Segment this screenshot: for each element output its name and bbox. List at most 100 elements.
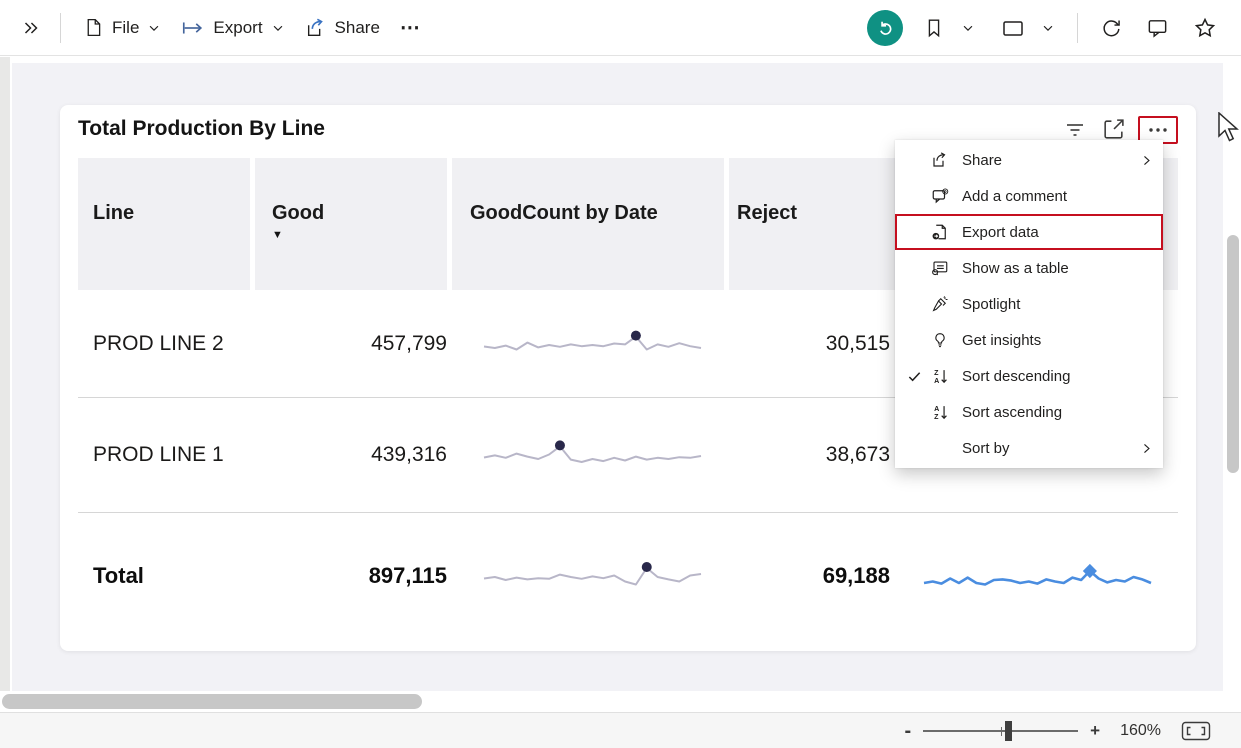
comment-icon	[1146, 16, 1169, 39]
favorite-button[interactable]	[1187, 10, 1223, 46]
chevron-right-icon	[1140, 442, 1153, 455]
bookmarks-button[interactable]	[917, 11, 951, 45]
sparkline	[923, 563, 1152, 586]
zoom-in-button[interactable]: +	[1090, 721, 1101, 740]
svg-text:Z: Z	[934, 368, 939, 376]
menu-item-add-a-comment[interactable]: Add a comment	[895, 178, 1163, 214]
chevron-down-icon	[961, 21, 975, 35]
svg-text:Z: Z	[934, 412, 939, 420]
sparkline	[483, 330, 702, 350]
more-horizontal-icon	[1147, 126, 1169, 134]
menu-item-show-as-a-table[interactable]: Show as a table	[895, 250, 1163, 286]
export-menu-button[interactable]: Export	[171, 12, 294, 44]
left-gutter	[0, 57, 10, 691]
zoom-slider-tick	[1000, 726, 1002, 736]
vertical-scrollbar[interactable]	[1227, 235, 1239, 473]
cell-line: PROD LINE 1	[93, 443, 224, 466]
fit-to-page-icon	[1181, 721, 1211, 741]
menu-item-share[interactable]: Share	[895, 142, 1163, 178]
more-horizontal-icon: ⋯	[399, 17, 422, 39]
toolbar-divider	[1077, 12, 1078, 43]
svg-text:A: A	[934, 404, 939, 412]
zoom-slider-handle[interactable]	[1005, 720, 1013, 741]
menu-item-get-insights[interactable]: Get insights	[895, 322, 1163, 358]
cell-goodcount-sparkline	[452, 322, 724, 366]
sparkline	[483, 440, 702, 463]
cell-reject: 30,515	[825, 331, 890, 355]
spotlight-icon	[927, 295, 953, 313]
comments-button[interactable]	[1140, 10, 1175, 45]
cell-rejectcount-sparkline-total	[901, 554, 1178, 598]
cell-good-total: 897,115	[368, 562, 447, 588]
filter-icon	[1063, 118, 1087, 142]
fit-to-page-button[interactable]	[1175, 715, 1217, 747]
get-insights-icon	[927, 331, 953, 349]
view-rectangle-icon	[1001, 17, 1025, 39]
column-header-good[interactable]: Good ▼	[255, 158, 447, 290]
cell-line: PROD LINE 2	[93, 331, 224, 355]
table-total-row[interactable]: Total 897,115 69,188	[78, 513, 1178, 638]
menu-item-sort-by[interactable]: Sort by	[895, 430, 1163, 466]
focus-mode-button[interactable]	[1099, 115, 1128, 144]
share-button-label: Share	[334, 17, 380, 37]
share-button[interactable]: Share	[295, 11, 390, 45]
export-menu-label: Export	[213, 17, 263, 37]
show-as-table-icon	[927, 259, 953, 277]
horizontal-scrollbar[interactable]	[2, 694, 422, 709]
export-data-icon	[927, 223, 953, 241]
menu-item-export-data[interactable]: Export data	[895, 214, 1163, 250]
view-dropdown-button[interactable]	[1035, 15, 1061, 41]
sparkline	[483, 561, 702, 585]
refresh-icon	[1100, 17, 1122, 39]
menu-item-spotlight[interactable]: Spotlight	[895, 286, 1163, 322]
sort-descending-indicator: ▼	[272, 229, 283, 241]
refresh-button[interactable]	[1094, 11, 1128, 45]
table-row[interactable]: PROD LINE 2 457,799 30,515	[78, 290, 1178, 398]
svg-text:A: A	[934, 376, 939, 384]
visual-filters-button[interactable]	[1061, 116, 1089, 144]
column-header-line[interactable]: Line	[78, 158, 250, 290]
file-menu-label: File	[112, 17, 140, 37]
toolbar-more-options-button[interactable]: ⋯	[390, 9, 432, 46]
view-button[interactable]	[995, 11, 1031, 45]
zoom-out-button[interactable]: -	[904, 719, 912, 742]
column-header-reject[interactable]: Reject	[729, 158, 896, 290]
cell-good: 439,316	[371, 443, 447, 466]
expand-pane-button[interactable]	[14, 11, 48, 45]
chevron-down-icon	[1041, 21, 1055, 35]
cell-line-total: Total	[93, 562, 144, 588]
add-comment-icon	[927, 187, 953, 205]
visual-options-context-menu: Share Add a comment Export data Show	[895, 140, 1163, 468]
cell-goodcount-sparkline	[452, 433, 724, 477]
toolbar-divider	[60, 12, 61, 43]
cell-good: 457,799	[371, 331, 447, 355]
zoom-slider[interactable]	[923, 719, 1079, 743]
file-menu-button[interactable]: File	[73, 11, 171, 44]
cell-reject: 38,673	[825, 443, 890, 466]
cell-reject-total: 69,188	[822, 562, 890, 588]
file-icon	[83, 17, 104, 38]
top-toolbar: File Export Share ⋯	[0, 0, 1241, 56]
star-icon	[1193, 16, 1217, 40]
reset-arrow-icon	[875, 18, 895, 38]
share-icon	[305, 17, 327, 39]
reset-to-default-button[interactable]	[867, 9, 903, 46]
visual-title: Total Production By Line	[78, 117, 325, 140]
chevron-right-icon	[1140, 154, 1153, 167]
chevron-down-icon	[271, 21, 285, 35]
export-icon	[181, 18, 205, 38]
status-bar: - + 160%	[0, 712, 1241, 748]
toolbar-right-group	[867, 9, 1223, 46]
table-row[interactable]: PROD LINE 1 439,316 38,673	[78, 398, 1178, 513]
cell-goodcount-sparkline-total	[452, 554, 724, 598]
focus-mode-icon	[1101, 117, 1126, 142]
zoom-level-value: 160%	[1120, 721, 1161, 739]
share-icon	[927, 151, 953, 169]
bookmark-icon	[923, 17, 945, 39]
column-header-goodcount-by-date[interactable]: GoodCount by Date	[452, 158, 724, 290]
bookmarks-dropdown-button[interactable]	[955, 15, 981, 41]
